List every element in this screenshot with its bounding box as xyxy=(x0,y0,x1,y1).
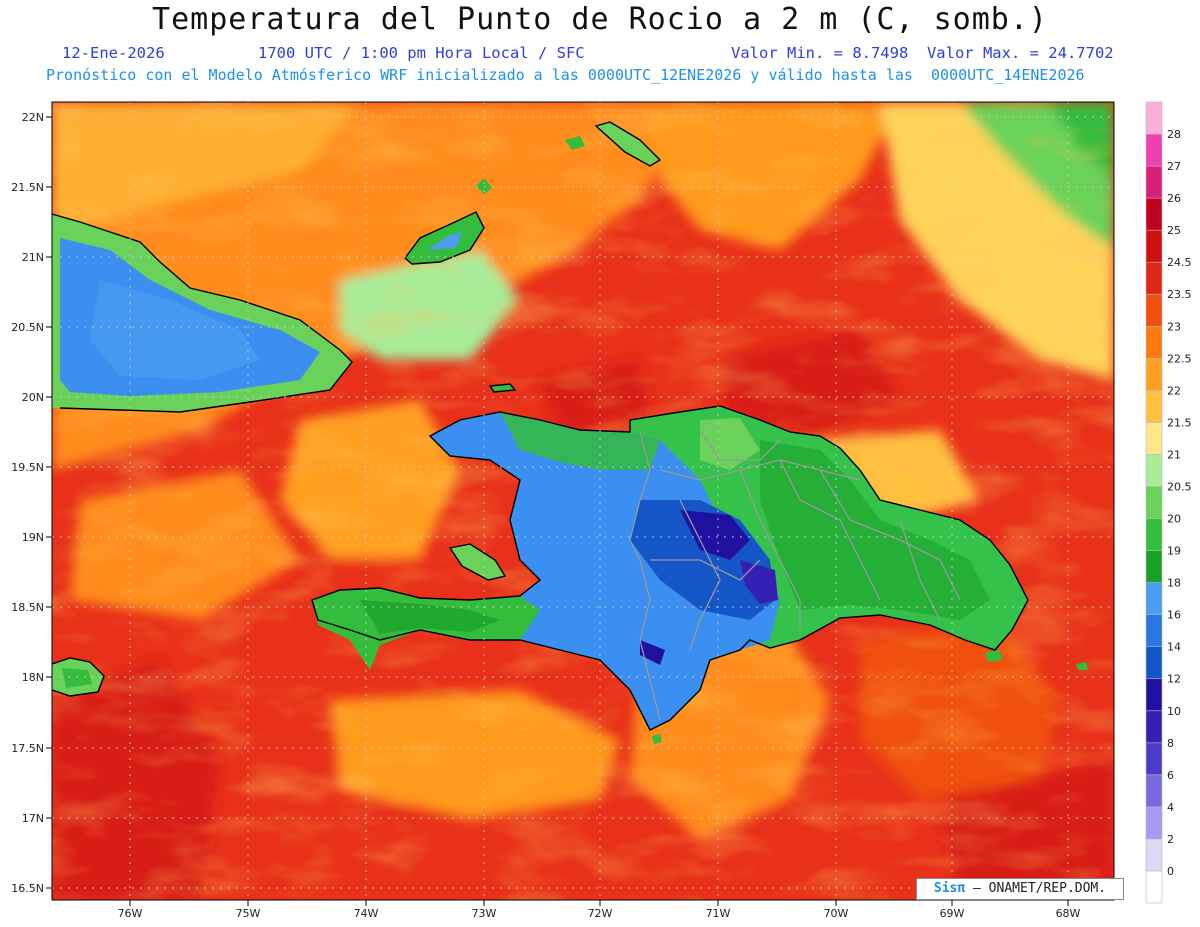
lon-label: 71W xyxy=(706,907,731,920)
forecast-date: 12-Ene-2026 xyxy=(62,44,165,62)
legend-label: 25 xyxy=(1167,224,1181,237)
lon-label: 76W xyxy=(118,907,143,920)
color-legend: 0 2 4 6 8 10 12 14 16 18 19 20 20.5 21 21.5 22 22.5 23 23.… xyxy=(1145,101,1192,904)
legend-label: 16 xyxy=(1167,609,1181,622)
lon-label: 70W xyxy=(824,907,849,920)
legend-label: 2 xyxy=(1167,833,1174,846)
legend-swatch xyxy=(1145,101,1163,135)
legend-label: 21 xyxy=(1167,448,1181,461)
lat-label: 21.5N xyxy=(11,181,44,194)
lon-label: 74W xyxy=(354,907,379,920)
legend-label: 27 xyxy=(1167,160,1181,173)
legend-swatch xyxy=(1145,165,1163,199)
legend-label: 24.5 xyxy=(1167,256,1192,269)
legend-swatch xyxy=(1145,133,1163,167)
legend-swatch xyxy=(1145,870,1163,904)
legend-label: 8 xyxy=(1167,737,1174,750)
lat-label: 22N xyxy=(22,111,44,124)
legend-swatch xyxy=(1145,518,1163,551)
legend-label: 28 xyxy=(1167,128,1181,141)
latitude-labels: 22N 21.5N 21N 20.5N 20N 19.5N 19N 18.5N … xyxy=(11,111,44,895)
legend-swatch xyxy=(1145,838,1163,872)
legend-swatch xyxy=(1145,422,1163,455)
legend-swatch xyxy=(1145,710,1163,744)
lat-label: 17.5N xyxy=(11,742,44,755)
legend-swatch xyxy=(1145,454,1163,487)
legend-label: 21.5 xyxy=(1167,416,1192,429)
inagua-island xyxy=(405,212,484,264)
lat-label: 21N xyxy=(22,251,44,264)
legend-label: 22 xyxy=(1167,384,1181,397)
legend-swatch xyxy=(1145,325,1163,359)
lat-label: 19.5N xyxy=(11,461,44,474)
legend-label: 22.5 xyxy=(1167,352,1192,365)
legend-label: 23 xyxy=(1167,320,1181,333)
legend-label: 20.5 xyxy=(1167,480,1192,493)
lat-label: 18N xyxy=(22,671,44,684)
legend-swatch xyxy=(1145,774,1163,808)
onamet-credit: – ONAMET/REP.DOM. xyxy=(973,881,1107,896)
lat-label: 18.5N xyxy=(11,601,44,614)
legend-label: 14 xyxy=(1167,641,1181,654)
legend-label: 26 xyxy=(1167,192,1181,205)
model-description: Pronóstico con el Modelo Atmósferico WRF… xyxy=(46,66,1085,84)
legend-swatch xyxy=(1145,646,1163,680)
lat-label: 20N xyxy=(22,391,44,404)
legend-swatch xyxy=(1145,742,1163,776)
lon-label: 75W xyxy=(236,907,261,920)
legend-label: 12 xyxy=(1167,673,1181,686)
lat-label: 20.5N xyxy=(11,321,44,334)
legend-label: 18 xyxy=(1167,577,1181,590)
lon-label: 69W xyxy=(940,907,965,920)
lon-label: 73W xyxy=(472,907,497,920)
lat-label: 16.5N xyxy=(11,882,44,895)
field-shading xyxy=(52,102,1114,900)
legend-swatch xyxy=(1145,390,1163,423)
legend-label: 19 xyxy=(1167,545,1181,558)
legend-swatch xyxy=(1145,678,1163,712)
onamet-logo: Sisπ – ONAMET/REP.DOM. xyxy=(916,878,1124,900)
value-min-max: Valor Min. = 8.7498 Valor Max. = 24.7702 xyxy=(731,44,1114,62)
lat-label: 17N xyxy=(22,812,44,825)
legend-label: 20 xyxy=(1167,513,1181,526)
legend-label: 10 xyxy=(1167,705,1181,718)
lon-label: 68W xyxy=(1056,907,1081,920)
legend-label: 4 xyxy=(1167,801,1174,814)
legend-swatch xyxy=(1145,197,1163,231)
legend-swatch xyxy=(1145,261,1163,295)
lon-label: 72W xyxy=(588,907,613,920)
legend-swatch xyxy=(1145,614,1163,647)
legend-label: 23.5 xyxy=(1167,288,1192,301)
legend-swatch xyxy=(1145,229,1163,263)
legend-swatch xyxy=(1145,582,1163,615)
sispi-logo-text: Sisπ xyxy=(933,881,966,896)
gonave-island xyxy=(450,544,505,580)
lat-label: 19N xyxy=(22,531,44,544)
legend-swatch xyxy=(1145,293,1163,327)
legend-label: 6 xyxy=(1167,769,1174,782)
forecast-time: 1700 UTC / 1:00 pm Hora Local / SFC xyxy=(258,44,585,62)
longitude-labels: 76W 75W 74W 73W 72W 71W 70W 69W 68W xyxy=(118,907,1081,920)
map-title: Temperatura del Punto de Rocio a 2 m (C,… xyxy=(152,2,1048,37)
legend-swatch xyxy=(1145,806,1163,840)
legend-swatch xyxy=(1145,550,1163,583)
legend-swatch xyxy=(1145,358,1163,391)
legend-swatch xyxy=(1145,486,1163,519)
legend-label: 0 xyxy=(1167,865,1174,878)
